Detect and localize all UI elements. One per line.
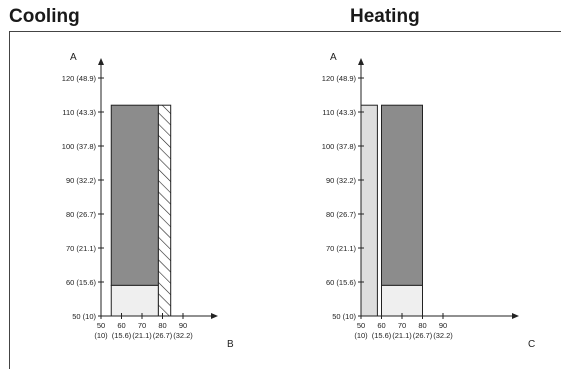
heating-x-tick-label: 80 (418, 321, 426, 330)
cooling-title: Cooling (9, 6, 80, 27)
cooling-x-axis-arrow (211, 313, 218, 319)
heating-y-tick-label: 120 (48.9) (322, 74, 357, 83)
heating-x-tick-label: 60 (377, 321, 385, 330)
heating-region-light-2 (381, 284, 423, 317)
cooling-y-tick-label: 80 (26.7) (66, 210, 97, 219)
cooling-region-dark-0 (110, 104, 159, 286)
heating-title: Heating (350, 6, 420, 27)
heating-y-tick-label: 90 (32.2) (326, 176, 357, 185)
cooling-y-tick-label: 100 (37.8) (62, 142, 97, 151)
cooling-x-tick-sublabel: (32.2) (173, 331, 193, 340)
cooling-region-light-1 (110, 284, 159, 317)
heating-x-tick-label: 70 (398, 321, 406, 330)
cooling-y-tick-label: 90 (32.2) (66, 176, 97, 185)
cooling-y-tick-label: 70 (21.1) (66, 244, 97, 253)
heating-x-tick-sublabel: (15.6) (372, 331, 392, 340)
cooling-y-axis-arrow (98, 58, 104, 65)
heating-x-tick-sublabel: (26.7) (413, 331, 433, 340)
heating-y-tick-label: 70 (21.1) (326, 244, 357, 253)
heating-y-tick-label: 100 (37.8) (322, 142, 357, 151)
cooling-x-tick-label: 70 (138, 321, 146, 330)
heating-y-tick-label: 80 (26.7) (326, 210, 357, 219)
heating-y-tick-label: 50 (10) (332, 312, 356, 321)
cooling-x-tick-sublabel: (10) (94, 331, 108, 340)
heating-x-tick-sublabel: (32.2) (433, 331, 453, 340)
heating-x-axis-arrow (512, 313, 519, 319)
cooling-x-tick-label: 90 (179, 321, 187, 330)
heating-y-tick-label: 110 (43.3) (322, 108, 356, 117)
heating-region-shaded-0 (360, 104, 378, 317)
heating-x-tick-label: 90 (439, 321, 447, 330)
heating-region-dark-1 (381, 104, 423, 286)
cooling-y-tick-label: 50 (10) (72, 312, 96, 321)
heating-y-tick-label: 60 (15.6) (326, 278, 357, 287)
cooling-y-tick-label: 110 (43.3) (62, 108, 96, 117)
heating-x-tick-sublabel: (10) (354, 331, 368, 340)
cooling-x-tick-sublabel: (26.7) (153, 331, 173, 340)
cooling-x-tick-label: 60 (117, 321, 125, 330)
cooling-x-tick-label: 50 (97, 321, 105, 330)
cooling-y-tick-label: 60 (15.6) (66, 278, 97, 287)
frame-left-border (9, 31, 10, 369)
heating-chart: A C 50 (10) 60 (15.6) 70 (21.1) 80 (26.7) 90 (… (322, 52, 535, 350)
cooling-region-hatched-2 (157, 104, 172, 317)
heating-y-axis-arrow (358, 58, 364, 65)
heating-x-tick-label: 50 (357, 321, 365, 330)
cooling-y-tick-label: 120 (48.9) (62, 74, 97, 83)
cooling-x-tick-label: 80 (158, 321, 166, 330)
cooling-y-axis-letter: A (70, 52, 77, 63)
cooling-x-tick-sublabel: (15.6) (112, 331, 132, 340)
heating-x-tick-sublabel: (21.1) (392, 331, 412, 340)
heating-y-axis-letter: A (330, 52, 337, 63)
cooling-x-tick-sublabel: (21.1) (132, 331, 152, 340)
cooling-chart: A B 50 (10) 60 (15.6) 70 (21.1) 80 (26.7) 90 (… (62, 52, 234, 350)
frame-top-border (9, 31, 561, 32)
cooling-x-axis-letter: B (227, 339, 234, 350)
heating-x-axis-letter: C (528, 339, 535, 350)
